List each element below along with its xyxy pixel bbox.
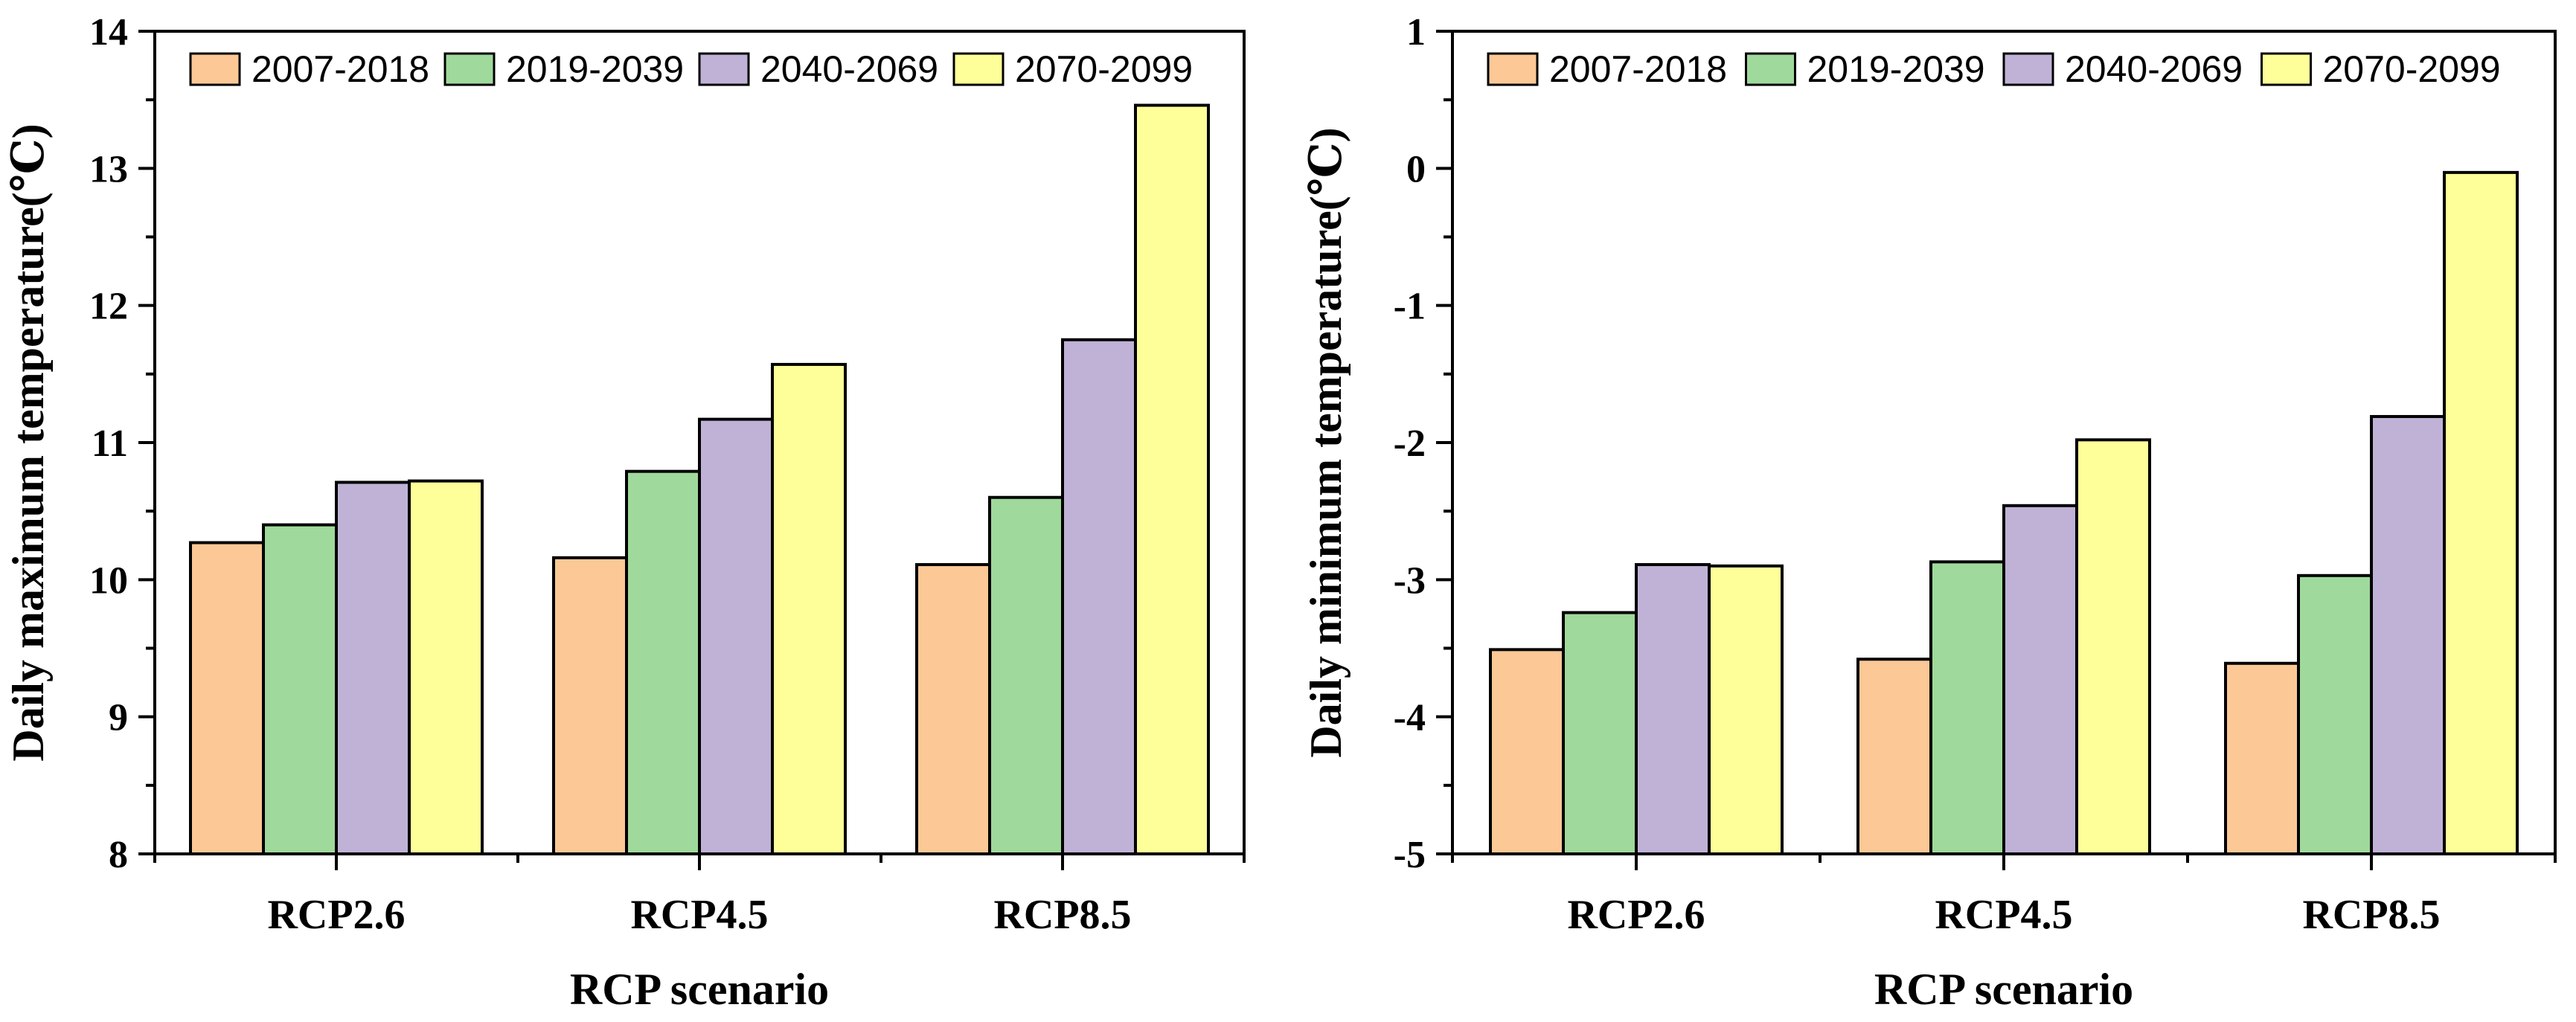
bar-2070-2099-RCP4.5 bbox=[2075, 438, 2151, 855]
legend-swatch bbox=[2002, 52, 2054, 86]
y-tick-label: 11 bbox=[92, 422, 128, 465]
legend-label: 2040-2069 bbox=[760, 48, 938, 90]
bar-2019-2039-RCP4.5 bbox=[625, 469, 701, 855]
bar-2019-2039-RCP4.5 bbox=[1929, 560, 2005, 855]
x-category-label: RCP8.5 bbox=[2302, 892, 2440, 938]
bar-2019-2039-RCP8.5 bbox=[2297, 573, 2373, 855]
bar-2007-2018-RCP4.5 bbox=[552, 556, 628, 856]
y-tick-label: -5 bbox=[1394, 834, 1426, 876]
bar-2007-2018-RCP8.5 bbox=[915, 563, 991, 855]
legend-label: 2040-2069 bbox=[2065, 48, 2243, 90]
legend-label: 2007-2018 bbox=[1549, 48, 1727, 90]
x-category-label: RCP4.5 bbox=[630, 892, 768, 938]
legend-label: 2019-2039 bbox=[1807, 48, 1985, 90]
y-tick-label: 9 bbox=[109, 697, 128, 739]
y-tick-label: 10 bbox=[89, 559, 128, 602]
chart-panel-1: 8 9 10 11 12 13 14 RCP2.6 RCP4.5 RCP8.5 RCP scenar… bbox=[4, 11, 1246, 1014]
bar-2070-2099-RCP2.6 bbox=[1708, 564, 1784, 856]
legend-label: 2070-2099 bbox=[1015, 48, 1193, 90]
bar-2040-2069-RCP2.6 bbox=[1635, 563, 1711, 855]
bar-2040-2069-RCP8.5 bbox=[2370, 414, 2446, 855]
bar-2019-2039-RCP2.6 bbox=[262, 523, 338, 855]
chart-panel-2: -5 -4 -3 -2 -1 0 1 RCP2.6 RCP4.5 RCP8.5 RCP scenar… bbox=[1301, 11, 2557, 1014]
legend-swatch bbox=[1745, 52, 1796, 86]
x-category-label: RCP4.5 bbox=[1935, 892, 2072, 938]
bar-2007-2018-RCP8.5 bbox=[2224, 661, 2300, 855]
bar-2070-2099-RCP8.5 bbox=[1134, 103, 1210, 856]
y-tick-label: -2 bbox=[1394, 422, 1426, 465]
legend-label: 2007-2018 bbox=[251, 48, 429, 90]
bar-2007-2018-RCP2.6 bbox=[189, 541, 265, 856]
y-tick-label: 13 bbox=[89, 148, 128, 190]
y-tick-label: -1 bbox=[1394, 286, 1426, 328]
bar-2019-2039-RCP8.5 bbox=[988, 495, 1064, 855]
bar-2040-2069-RCP8.5 bbox=[1061, 338, 1137, 855]
y-tick-label: -3 bbox=[1394, 559, 1426, 602]
y-axis-title: Daily maximum temperature(℃) bbox=[4, 123, 53, 761]
y-axis-title: Daily minimum temperature(℃) bbox=[1301, 127, 1351, 757]
x-category-label: RCP8.5 bbox=[993, 892, 1131, 938]
y-tick-label: 0 bbox=[1406, 148, 1426, 190]
legend-swatch bbox=[952, 52, 1005, 86]
legend-swatch bbox=[443, 52, 496, 86]
y-tick-label: 14 bbox=[89, 11, 128, 54]
bar-2070-2099-RCP2.6 bbox=[408, 479, 484, 855]
x-category-label: RCP2.6 bbox=[267, 892, 405, 938]
y-tick-label: -4 bbox=[1394, 697, 1426, 739]
legend-label: 2070-2099 bbox=[2323, 48, 2501, 90]
y-tick-label: 1 bbox=[1406, 11, 1426, 54]
x-axis-title: RCP scenario bbox=[1874, 965, 2133, 1014]
y-tick-label: 8 bbox=[109, 834, 128, 876]
y-tick-label: 12 bbox=[89, 286, 128, 328]
legend-swatch bbox=[2261, 52, 2312, 86]
bar-2040-2069-RCP4.5 bbox=[2002, 504, 2078, 855]
legend-swatch bbox=[1487, 52, 1539, 86]
bar-2019-2039-RCP2.6 bbox=[1562, 611, 1638, 855]
bar-2007-2018-RCP4.5 bbox=[1856, 658, 1932, 855]
bar-2070-2099-RCP4.5 bbox=[771, 362, 847, 855]
legend-label: 2019-2039 bbox=[506, 48, 684, 90]
bar-2007-2018-RCP2.6 bbox=[1489, 648, 1565, 855]
bar-2040-2069-RCP4.5 bbox=[698, 417, 774, 855]
legend-swatch bbox=[189, 52, 241, 86]
bar-2070-2099-RCP8.5 bbox=[2443, 170, 2519, 855]
bar-2040-2069-RCP2.6 bbox=[335, 481, 411, 855]
x-axis-title: RCP scenario bbox=[570, 965, 829, 1014]
x-category-label: RCP2.6 bbox=[1567, 892, 1705, 938]
legend-swatch bbox=[698, 52, 750, 86]
